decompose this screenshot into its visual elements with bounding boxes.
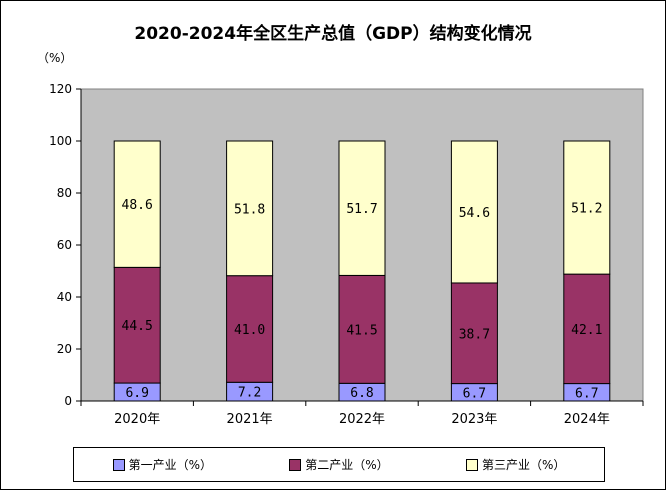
chart-title: 2020-2024年全区生产总值（GDP）结构变化情况 [134,24,532,44]
data-label: 51.2 [571,202,602,217]
data-label: 41.5 [346,323,377,338]
data-label: 6.9 [125,386,148,401]
y-tick-label: 20 [57,342,72,356]
x-tick-label: 2021年 [227,412,273,427]
data-label: 42.1 [571,323,602,338]
y-tick-label: 0 [64,394,72,408]
bar-segment [450,140,498,284]
chart-legend: 第一产业（%） 第二产业（%） 第三产业（%） [73,447,605,482]
data-label: 6.8 [350,386,373,401]
y-tick-label: 80 [57,186,72,200]
data-label: 38.7 [459,327,490,342]
data-label: 41.0 [234,323,265,338]
legend-swatch-secondary [289,458,302,471]
bar-segment [338,274,386,384]
data-label-background [124,385,151,400]
data-label-background [461,385,488,400]
legend-item-tertiary: 第三产业（%） [465,456,566,473]
legend-label-tertiary: 第三产业（%） [481,458,566,472]
data-label: 54.6 [459,206,490,221]
legend-label-secondary: 第二产业（%） [305,458,389,472]
legend-item-primary: 第一产业（%） [112,456,213,473]
data-label-background [573,385,600,400]
x-tick-label: 2022年 [339,412,385,427]
y-axis-unit-label: （%） [37,51,73,65]
data-label: 6.7 [463,386,486,401]
data-label-background [236,384,263,399]
data-label: 48.6 [122,198,153,213]
data-label: 51.8 [234,202,265,217]
chart-plot: 0 20 40 60 80 100 120 6.9 44.5 48.6 2020年 7.2 41.0 51… [49,82,644,427]
data-label: 7.2 [238,386,261,401]
bar-segment [563,140,611,275]
legend-swatch-primary [112,458,125,471]
y-tick-label: 100 [49,134,72,148]
data-label-background [349,385,375,400]
data-label: 6.7 [575,386,598,401]
x-tick-label: 2024年 [564,412,610,427]
x-tick-label: 2023年 [451,412,497,427]
x-tick-label: 2020年 [114,412,160,427]
y-tick-label: 40 [57,290,72,304]
bar-segment [113,140,161,268]
legend-label-primary: 第一产业（%） [128,458,213,472]
data-label: 51.7 [346,202,377,217]
legend-item-secondary: 第二产业（%） [289,456,389,473]
bar-segment [563,273,611,385]
y-tick-label: 120 [49,82,72,96]
data-label: 44.5 [122,319,153,334]
bar-segment [338,140,386,276]
bar-segment [226,275,274,383]
y-tick-label: 60 [57,238,72,252]
legend-swatch-tertiary [465,458,478,471]
bar-segment [113,266,161,384]
bar-segment [226,140,274,277]
